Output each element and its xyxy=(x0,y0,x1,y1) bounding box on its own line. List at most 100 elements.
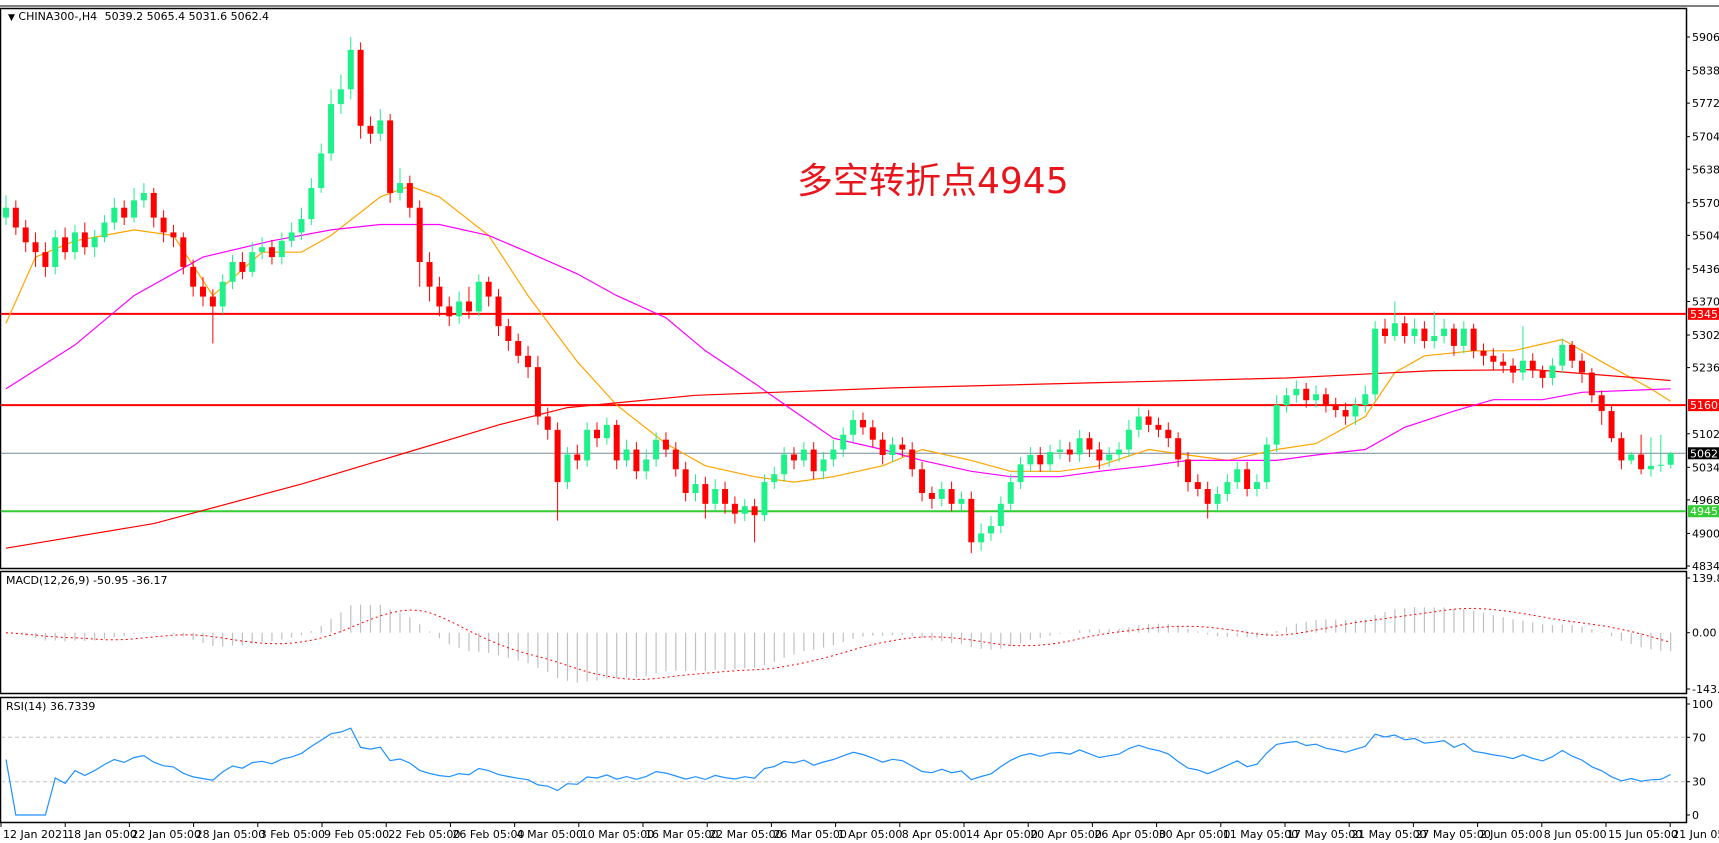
candle-body xyxy=(722,489,729,504)
chart-header[interactable]: ▼ CHINA300-,H4 5039.2 5065.4 5031.6 5062… xyxy=(8,10,269,23)
candle xyxy=(810,442,817,480)
main-panel xyxy=(0,7,1688,570)
candle xyxy=(1450,323,1457,356)
candle-body xyxy=(1244,469,1251,490)
candle xyxy=(515,333,522,364)
candle-body xyxy=(131,200,138,218)
candle-body xyxy=(1106,454,1113,461)
candle xyxy=(328,89,335,161)
price-tick-label: 5102.0 xyxy=(1692,428,1719,441)
candle-body xyxy=(446,306,453,317)
candle xyxy=(1628,452,1635,465)
candle xyxy=(643,449,650,480)
candle xyxy=(544,407,551,440)
candle-body xyxy=(672,449,679,470)
collapse-triangle-icon[interactable]: ▼ xyxy=(8,13,15,23)
candle xyxy=(1401,316,1408,344)
candle-body xyxy=(22,227,29,243)
candle xyxy=(239,252,246,280)
candle xyxy=(968,491,975,554)
candle-body xyxy=(1135,416,1142,430)
candle xyxy=(948,481,955,512)
candle xyxy=(52,229,59,275)
candle-body xyxy=(1263,444,1270,483)
candle-body xyxy=(42,252,49,267)
candle-body xyxy=(1608,411,1615,439)
candle xyxy=(771,466,778,490)
candle xyxy=(1047,444,1054,472)
candle-body xyxy=(564,454,571,483)
candle xyxy=(268,239,275,265)
candle xyxy=(229,254,236,290)
candle xyxy=(1579,353,1585,383)
candle-body xyxy=(1283,395,1290,406)
candle xyxy=(71,225,78,260)
candle xyxy=(288,222,295,248)
candle xyxy=(662,432,669,457)
candle-body xyxy=(259,247,266,253)
candle-body xyxy=(1460,328,1467,346)
candle xyxy=(200,276,206,307)
candle-body xyxy=(190,266,197,287)
candle xyxy=(741,498,748,522)
candle xyxy=(219,274,226,314)
date-tick-label: 26 Mar 05:00 xyxy=(773,828,846,841)
candle xyxy=(1076,429,1083,462)
date-tick-label: 22 Mar 05:00 xyxy=(709,828,782,841)
candle-body xyxy=(1421,328,1428,341)
price-tick-label: 5772.0 xyxy=(1692,97,1719,110)
candle xyxy=(554,422,561,521)
candle-body xyxy=(584,429,591,461)
candle-body xyxy=(1342,410,1349,417)
candle-body xyxy=(347,49,354,90)
symbol-timeframe: CHINA300-,H4 xyxy=(18,10,98,23)
candle xyxy=(1234,461,1241,490)
candle-body xyxy=(111,207,118,223)
candle-body xyxy=(1066,449,1073,455)
candle-body xyxy=(308,188,315,220)
candle xyxy=(1332,397,1339,418)
date-tick-label: 14 Apr 05:00 xyxy=(966,828,1038,841)
candle-body xyxy=(1657,464,1664,466)
candle-body xyxy=(662,439,669,450)
candle-body xyxy=(200,286,206,297)
candle xyxy=(1382,318,1388,344)
candle-body xyxy=(219,281,226,307)
annotation-text: 多空转折点4945 xyxy=(797,161,1069,202)
candle xyxy=(1037,447,1044,472)
candle xyxy=(1214,486,1221,512)
candle xyxy=(1441,318,1448,344)
candle xyxy=(791,447,797,470)
candle-body xyxy=(426,262,433,287)
candle xyxy=(534,355,541,425)
candle-body xyxy=(1086,438,1093,450)
candle xyxy=(1480,343,1487,366)
candle-body xyxy=(1638,454,1645,470)
candle xyxy=(62,227,69,260)
candle xyxy=(1391,301,1398,341)
candle xyxy=(180,232,187,275)
candle-body xyxy=(1529,360,1536,371)
candle-body xyxy=(1352,405,1359,417)
candle xyxy=(869,419,876,448)
candle-body xyxy=(1194,482,1201,490)
candle-body xyxy=(1214,493,1221,504)
candle xyxy=(81,222,88,255)
candle xyxy=(613,419,620,470)
macd-label: MACD(12,26,9) -50.95 -36.17 xyxy=(6,574,168,587)
date-tick-label: 27 May 05:00 xyxy=(1415,828,1490,841)
candle-body xyxy=(682,469,689,493)
candle-body xyxy=(534,367,541,417)
ma_slow-line xyxy=(5,368,1671,549)
candle-body xyxy=(978,533,985,543)
date-tick-label: 11 May 05:00 xyxy=(1223,828,1298,841)
candle xyxy=(722,481,729,514)
candle xyxy=(978,523,985,551)
candle-body xyxy=(899,444,906,450)
date-tick-label: 12 Jan 2021 xyxy=(3,828,69,841)
candle-body xyxy=(91,237,98,248)
candle-body xyxy=(859,419,866,428)
candle-body xyxy=(101,222,108,238)
candle xyxy=(131,188,138,223)
date-tick-label: 16 Mar 05:00 xyxy=(645,828,718,841)
